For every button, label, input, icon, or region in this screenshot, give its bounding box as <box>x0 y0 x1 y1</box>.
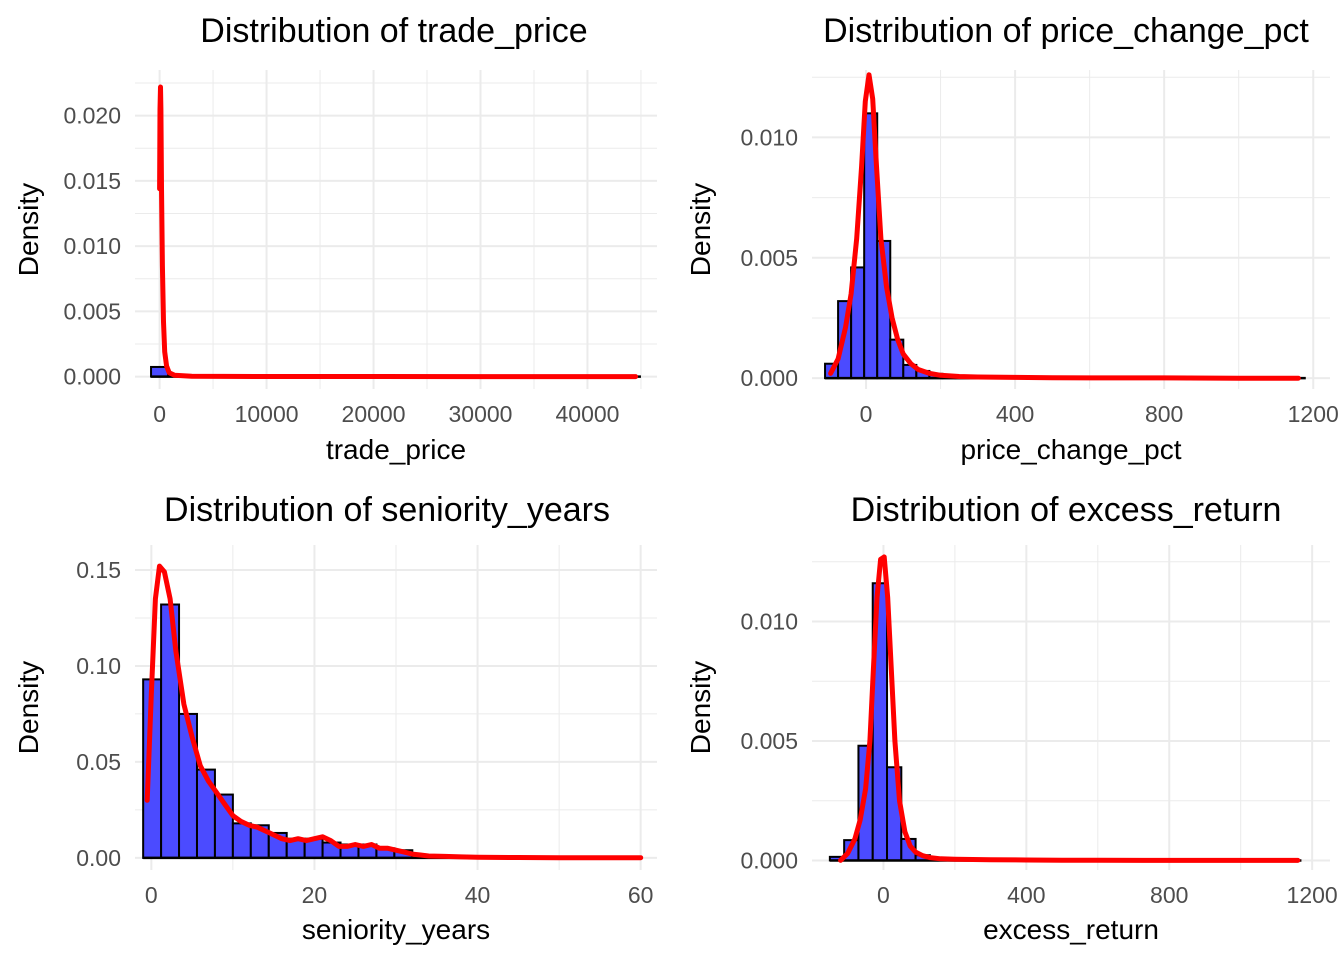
y-tick-label: 0.015 <box>63 168 121 194</box>
y-tick-label: 0.000 <box>63 364 121 390</box>
y-tick-label: 0.010 <box>740 124 798 150</box>
chart-panel-3: 0 20 40 60 0.00 0.05 0.10 0.15 Distribution of s… <box>13 491 657 945</box>
x-tick-label: 800 <box>1150 882 1188 908</box>
y-tick-label: 0.00 <box>76 845 121 871</box>
x-tick-label: 1200 <box>1287 882 1338 908</box>
y-axis-title: Density <box>13 661 44 754</box>
x-tick-label: 40 <box>465 882 491 908</box>
histogram-bar <box>231 822 252 859</box>
y-tick-label: 0.005 <box>740 728 798 754</box>
y-tick-label: 0.020 <box>63 103 121 129</box>
x-tick-label: 10000 <box>235 401 299 427</box>
x-tick-label: 20 <box>302 882 328 908</box>
y-axis-title: Density <box>13 183 44 276</box>
chart-title: Distribution of price_change_pct <box>823 12 1309 50</box>
density-curve <box>144 563 644 861</box>
x-tick-label: 0 <box>860 401 873 427</box>
y-tick-label: 0.010 <box>740 608 798 634</box>
y-axis-title: Density <box>685 661 716 754</box>
y-tick-label: 0.005 <box>740 245 798 271</box>
x-tick-label: 60 <box>628 882 654 908</box>
x-tick-label: 800 <box>1145 401 1183 427</box>
x-tick-label: 1200 <box>1288 401 1339 427</box>
y-tick-label: 0.10 <box>76 653 121 679</box>
x-tick-label: 0 <box>153 401 166 427</box>
x-tick-label: 30000 <box>449 401 513 427</box>
x-axis-title: price_change_pct <box>960 434 1181 465</box>
density-curve <box>828 72 1301 381</box>
x-tick-label: 400 <box>1007 882 1045 908</box>
x-tick-label: 0 <box>877 882 890 908</box>
chart-title: Distribution of trade_price <box>200 12 587 50</box>
x-axis-title: trade_price <box>326 434 466 465</box>
y-tick-label: 0.005 <box>63 298 121 324</box>
x-tick-label: 400 <box>996 401 1034 427</box>
x-axis-title: seniority_years <box>302 914 490 945</box>
x-tick-label: 20000 <box>342 401 406 427</box>
chart-title: Distribution of excess_return <box>851 491 1282 529</box>
y-tick-label: 0.15 <box>76 557 121 583</box>
density-curve <box>157 84 639 380</box>
y-tick-label: 0.000 <box>740 365 798 391</box>
x-axis-title: excess_return <box>983 914 1159 945</box>
y-tick-label: 0.010 <box>63 233 121 259</box>
x-tick-label: 40000 <box>555 401 619 427</box>
chart-panel-1: 0 10000 20000 30000 40000 0.000 0.005 0.010 0.01… <box>13 12 657 465</box>
y-tick-label: 0.000 <box>740 847 798 873</box>
density-curve <box>838 554 1301 863</box>
y-axis-title: Density <box>685 183 716 276</box>
x-tick-label: 0 <box>145 882 158 908</box>
chart-panel-4: 0 400 800 1200 0.000 0.005 0.010 Distribution o… <box>685 491 1338 945</box>
y-tick-label: 0.05 <box>76 749 121 775</box>
chart-panel-2: 0 400 800 1200 0.000 0.005 0.010 Distribution o… <box>685 12 1339 465</box>
chart-title: Distribution of seniority_years <box>164 491 610 529</box>
